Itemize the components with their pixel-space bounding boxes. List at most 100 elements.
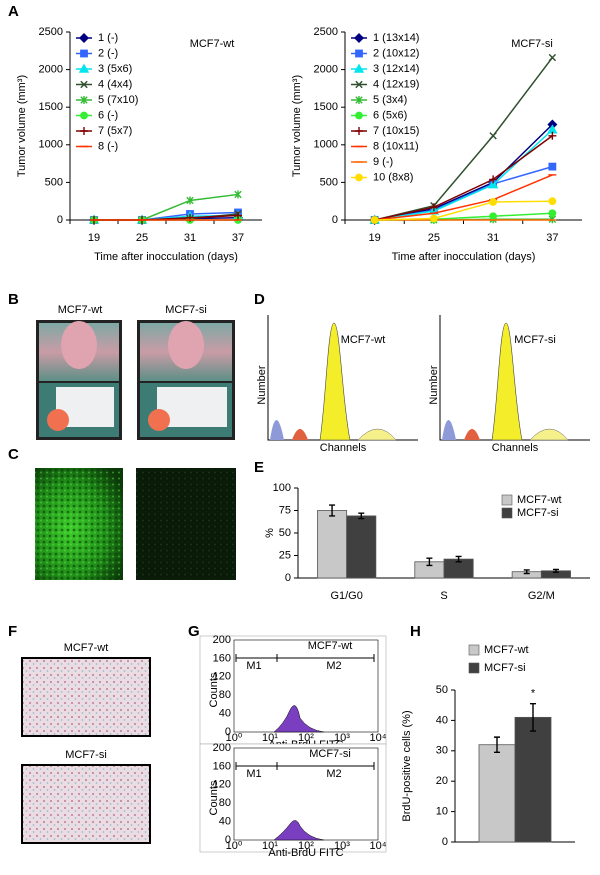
- marker: [489, 212, 498, 221]
- y-tick-label: 1500: [314, 101, 338, 113]
- flow-ytick: 80: [219, 797, 231, 809]
- flow-title: MCF7-wt: [308, 640, 353, 652]
- g0-peak: [270, 420, 284, 440]
- legend-label: 5 (7x10): [98, 94, 138, 106]
- marker: [234, 190, 242, 199]
- bar: [346, 515, 377, 579]
- flow-ytick: 0: [225, 834, 231, 846]
- legend-label: 4 (12x19): [373, 78, 419, 90]
- y-tick-label: 1000: [39, 139, 63, 151]
- x-tick-label: 31: [184, 232, 196, 244]
- flow-xtick: 10⁴: [370, 732, 387, 744]
- marker: [548, 162, 557, 171]
- flow-ytick: 120: [213, 779, 231, 791]
- fluorescence-texture: [136, 468, 236, 580]
- flow-ytick: 40: [219, 816, 231, 828]
- y-tick-label: 2000: [314, 64, 338, 76]
- y-tick-label: 0: [285, 572, 291, 584]
- x-tick-label: 37: [546, 232, 558, 244]
- legend-label: 8 (10x11): [373, 140, 419, 152]
- x-tick-label: 37: [232, 232, 244, 244]
- marker: [429, 203, 438, 212]
- legend-swatch: [468, 644, 480, 656]
- marker: [234, 211, 242, 220]
- error-bar: [530, 702, 536, 732]
- flow-ytick: 120: [213, 671, 231, 683]
- marker: [80, 127, 88, 135]
- y-tick-label: 10: [436, 806, 448, 818]
- legend-swatch: [468, 662, 480, 674]
- series-line: [374, 135, 553, 221]
- legend-label: 1 (-): [98, 32, 118, 44]
- marker: [355, 173, 363, 182]
- legend-label: 1 (13x14): [373, 32, 419, 44]
- marker: [80, 96, 88, 104]
- marker: [353, 63, 365, 73]
- y-axis-label: %: [264, 528, 276, 538]
- marker: [548, 209, 557, 218]
- marker: [489, 132, 497, 140]
- error-bar: [329, 504, 336, 517]
- marker: [354, 33, 364, 43]
- legend-label: 7 (5x7): [98, 125, 132, 137]
- flow-ytick: 200: [213, 742, 231, 754]
- flow-ytick: 160: [213, 760, 231, 772]
- x-tick-label: 19: [88, 232, 100, 244]
- flow-xtick: 10²: [298, 840, 314, 852]
- legend-swatch: [501, 507, 513, 519]
- marker: [489, 198, 498, 206]
- gate-label: M2: [326, 660, 341, 672]
- gate-label: M2: [326, 768, 341, 780]
- panel-label: D: [254, 291, 265, 308]
- mouse-body: [168, 321, 204, 369]
- panel-label: B: [8, 291, 19, 308]
- flow-ytick: 160: [213, 652, 231, 664]
- gate-m2: [277, 762, 375, 770]
- fluorescence-texture: [35, 468, 123, 580]
- tissue-image: [21, 764, 151, 844]
- g1-peak: [319, 322, 351, 441]
- chart-annotation: MCF7-si: [511, 38, 553, 50]
- flow-ylabel: Counts: [208, 780, 220, 815]
- legend-label: MCF7-wt: [517, 494, 562, 506]
- histogram-title: MCF7-wt: [341, 334, 386, 346]
- bar: [478, 744, 516, 843]
- panel-label: E: [254, 459, 264, 476]
- x-tick-label: 31: [487, 232, 499, 244]
- g0-peak: [442, 420, 456, 440]
- marker: [548, 131, 557, 140]
- y-tick-label: 500: [320, 176, 338, 188]
- histogram-xlabel: Channels: [320, 442, 367, 454]
- marker: [80, 80, 88, 89]
- legend-label: 6 (5x6): [373, 109, 407, 121]
- chart-annotation: *: [531, 688, 536, 700]
- error-bar: [358, 512, 365, 520]
- panel-label: C: [8, 446, 19, 463]
- panel-label: F: [8, 623, 17, 640]
- error-bar: [426, 557, 433, 567]
- flow-ytick: 40: [219, 708, 231, 720]
- marker: [80, 49, 88, 58]
- legend-label: 3 (5x6): [98, 63, 132, 75]
- panel-label: H: [410, 623, 421, 640]
- x-tick-label: G1/G0: [330, 590, 362, 602]
- y-tick-label: 20: [436, 775, 448, 787]
- legend-label: 9 (-): [373, 156, 393, 168]
- histogram-xlabel: Channels: [492, 442, 539, 454]
- error-bar: [455, 555, 462, 563]
- bar: [317, 510, 348, 579]
- legend-label: 8 (-): [98, 140, 118, 152]
- flow-histogram: [273, 705, 325, 733]
- marker: [489, 175, 498, 184]
- legend-label: 10 (8x8): [373, 171, 413, 183]
- debris-peak: [292, 429, 308, 440]
- y-tick-label: 0: [332, 214, 338, 226]
- legend-label: 6 (-): [98, 109, 118, 121]
- flow-ytick: 200: [213, 634, 231, 646]
- y-tick-label: 0: [442, 836, 448, 848]
- legend-label: MCF7-si: [484, 662, 526, 674]
- error-bar: [523, 569, 530, 575]
- y-tick-label: 30: [436, 745, 448, 757]
- y-tick-label: 0: [57, 214, 63, 226]
